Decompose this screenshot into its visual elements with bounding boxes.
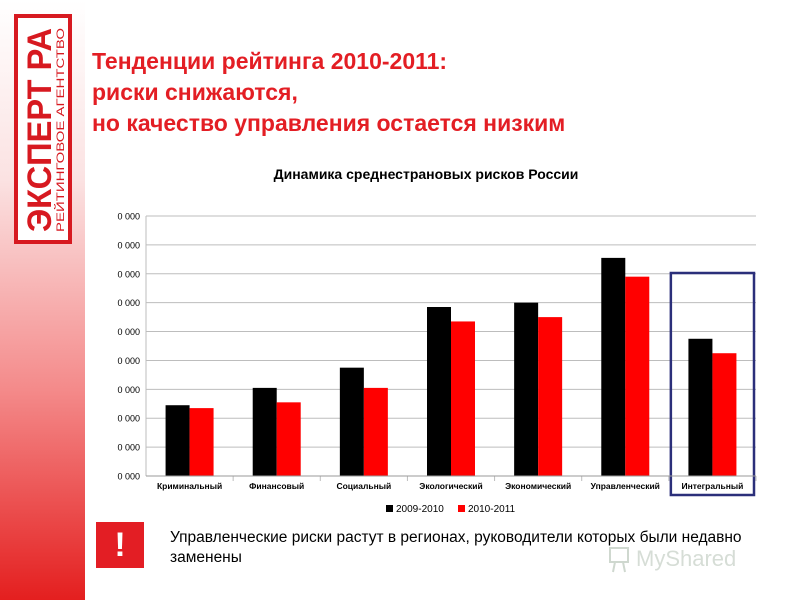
bar-2009-2010-Управленческий	[601, 257, 626, 476]
watermark-logo: MyShared	[606, 540, 766, 576]
risk-note: Управленческие риски растут в регионах, …	[170, 529, 742, 566]
legend-label: 2010-2011	[468, 504, 516, 515]
bar-2010-2011-Социальный	[363, 387, 388, 476]
bar-2010-2011-Криминальный	[189, 408, 214, 476]
y-tick-label: 0 000	[117, 240, 140, 250]
bar-2009-2010-Социальный	[339, 367, 364, 476]
y-tick-label: 0 000	[117, 414, 140, 424]
x-tick-label: Интегральный	[682, 481, 744, 491]
x-tick-label: Криминальный	[157, 481, 222, 491]
y-tick-label: 0 000	[117, 385, 140, 395]
y-tick-label: 0 000	[117, 356, 140, 366]
bar-2009-2010-Финансовый	[252, 387, 277, 476]
bar-2009-2010-Экономический	[514, 302, 539, 476]
bar-2010-2011-Интегральный	[712, 353, 737, 476]
bar-2010-2011-Управленческий	[625, 276, 650, 476]
watermark-text: MyShared	[636, 546, 736, 571]
x-tick-label: Экологический	[419, 481, 482, 491]
x-tick-label: Финансовый	[249, 481, 304, 491]
svg-text:РЕЙТИНГОВОЕ АГЕНТСТВО: РЕЙТИНГОВОЕ АГЕНТСТВО	[54, 27, 67, 232]
legend-swatch-2010-2011	[458, 505, 465, 512]
bar-2010-2011-Экологический	[451, 321, 475, 476]
y-tick-label: 0 000	[117, 298, 140, 308]
svg-text:ЭКСПЕРТ РА: ЭКСПЕРТ РА	[21, 28, 59, 232]
slide-title-line-1: Тенденции рейтинга 2010-2011:	[92, 48, 448, 74]
slide-title: Тенденции рейтинга 2010-2011: риски сниж…	[92, 46, 712, 139]
y-tick-label: 0 000	[117, 269, 140, 279]
x-tick-label: Социальный	[336, 481, 391, 491]
bar-2010-2011-Экономический	[538, 317, 563, 476]
legend-swatch-2009-2010	[386, 505, 393, 512]
expert-ra-logo: ЭКСПЕРТ РА РЕЙТИНГОВОЕ АГЕНТСТВО	[14, 14, 72, 244]
x-tick-label: Управленческий	[591, 481, 660, 491]
highlight-box	[669, 271, 756, 497]
bar-2009-2010-Интегральный	[688, 338, 713, 476]
x-tick-label: Экономический	[505, 481, 571, 491]
y-tick-label: 0 000	[117, 212, 140, 222]
bar-2009-2010-Экологический	[427, 307, 451, 476]
legend-label: 2009-2010	[396, 504, 444, 515]
bar-2010-2011-Финансовый	[276, 402, 301, 476]
slide-title-line-3: но качество управления остается низким	[92, 110, 566, 136]
y-tick-label: 0 000	[117, 327, 140, 337]
y-tick-label: 0 000	[117, 472, 140, 482]
chart-title: Динамика среднестрановых рисков России	[274, 166, 579, 182]
bar-2009-2010-Криминальный	[165, 405, 190, 476]
y-tick-label: 0 000	[117, 443, 140, 453]
warning-icon: !	[96, 522, 144, 568]
risk-bar-chart: Динамика среднестрановых рисков России 0 …	[117, 166, 757, 515]
slide-title-line-2: риски снижаются,	[92, 79, 298, 105]
